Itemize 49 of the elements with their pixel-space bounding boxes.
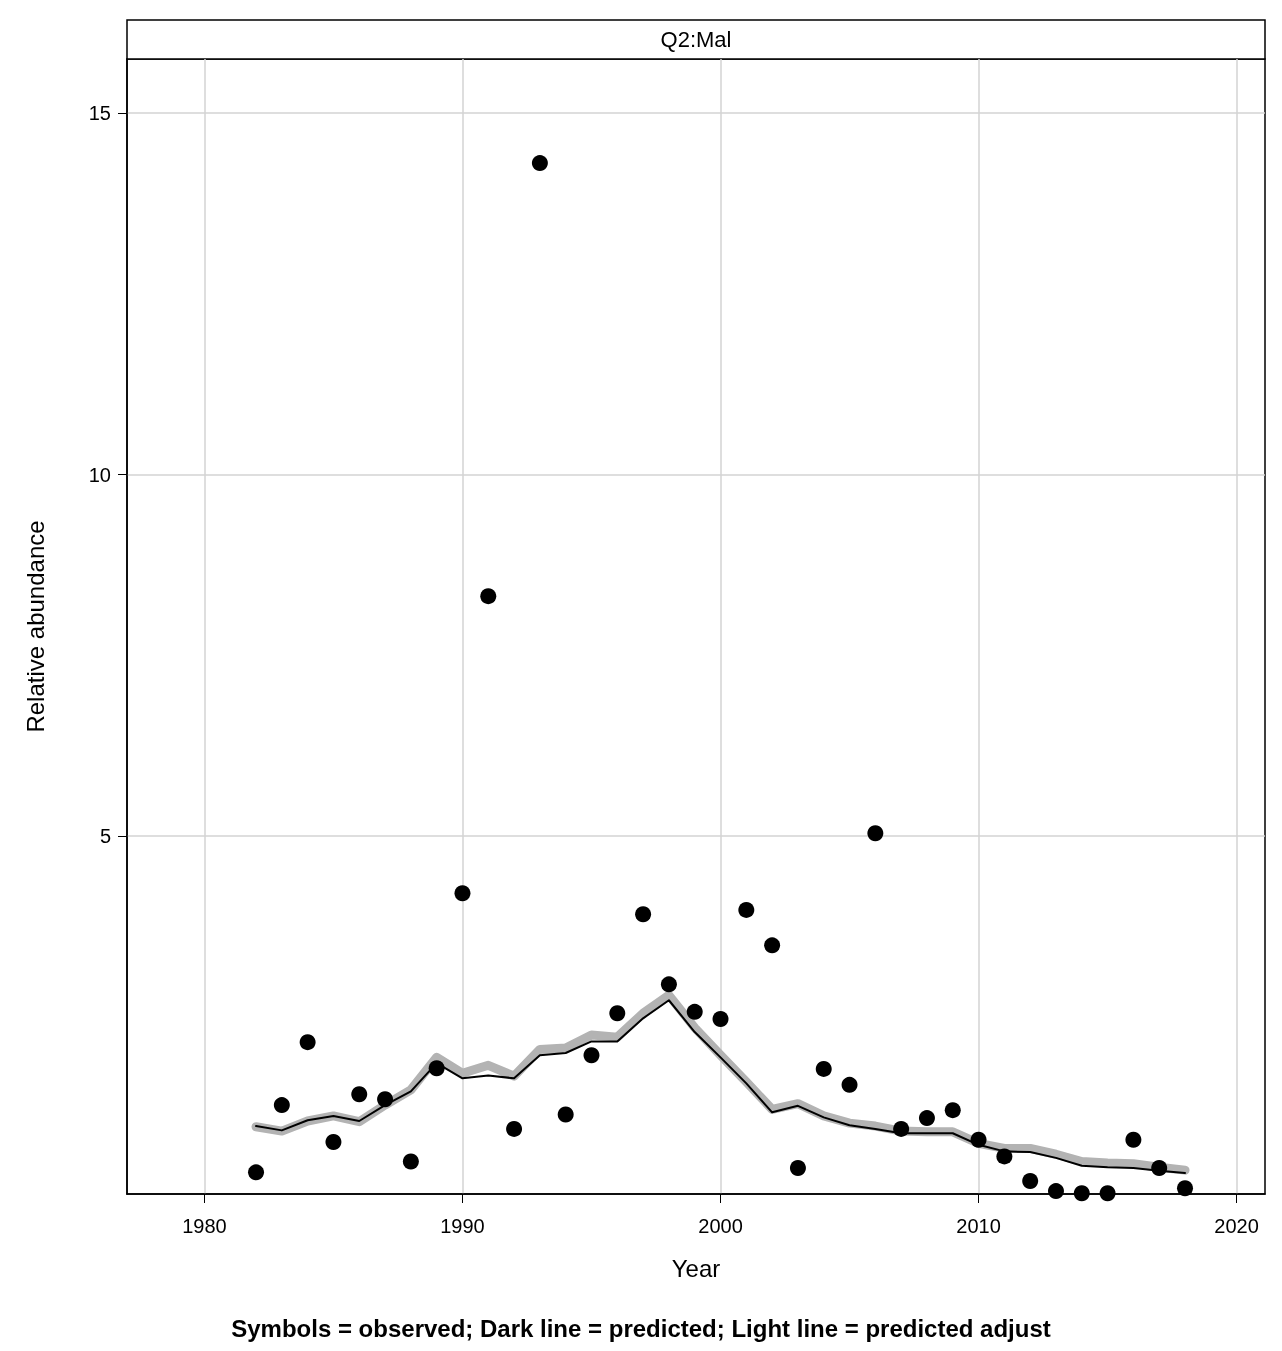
x-tick-label: 1990 xyxy=(440,1215,485,1237)
point xyxy=(893,1120,910,1137)
point xyxy=(506,1120,523,1137)
point xyxy=(402,1153,419,1170)
point xyxy=(609,1005,626,1022)
y-axis-title: Relative abundance xyxy=(21,520,49,733)
point xyxy=(325,1133,342,1150)
point xyxy=(996,1148,1013,1165)
point xyxy=(1177,1180,1193,1197)
point xyxy=(531,155,548,172)
point xyxy=(557,1106,574,1123)
point xyxy=(970,1131,987,1148)
x-tick-label: 2010 xyxy=(956,1215,1001,1237)
x-tick-label: 2020 xyxy=(1214,1215,1259,1237)
point xyxy=(428,1060,445,1077)
point xyxy=(660,976,677,993)
y-tick-label: 10 xyxy=(88,463,111,486)
text: Symbols = observed; Dark line = predicted; Light line = predicted adjust xyxy=(231,1314,1051,1342)
point xyxy=(867,825,884,842)
point xyxy=(273,1097,290,1114)
x-tick-label: 2000 xyxy=(698,1215,743,1237)
point xyxy=(738,901,755,918)
x-axis-title: Year xyxy=(671,1254,721,1282)
point xyxy=(815,1060,832,1077)
point xyxy=(1125,1131,1142,1148)
point xyxy=(686,1003,703,1020)
point xyxy=(377,1091,394,1108)
point xyxy=(454,885,471,902)
point xyxy=(841,1076,858,1093)
point xyxy=(1048,1183,1064,1200)
point xyxy=(1151,1159,1168,1176)
point xyxy=(1022,1172,1039,1189)
point xyxy=(299,1034,316,1051)
y-tick-label: 15 xyxy=(88,102,111,125)
point xyxy=(583,1047,600,1064)
point xyxy=(635,906,652,923)
x-tick-label: 1980 xyxy=(182,1215,227,1237)
point xyxy=(764,937,781,954)
point xyxy=(1073,1185,1090,1202)
point xyxy=(1099,1185,1116,1202)
point xyxy=(480,588,497,605)
point xyxy=(918,1110,935,1127)
y-tick-label: 5 xyxy=(99,825,111,848)
point xyxy=(351,1086,368,1103)
chart-title: Q2:Mal xyxy=(660,27,732,52)
point xyxy=(789,1159,806,1176)
point xyxy=(944,1102,961,1119)
point xyxy=(248,1164,265,1181)
point xyxy=(712,1011,729,1028)
